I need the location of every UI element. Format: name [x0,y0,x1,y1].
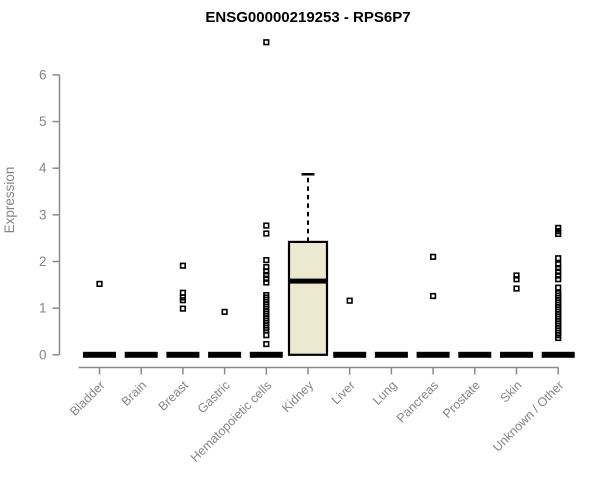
outlier-point [179,305,187,312]
outlier-point [263,39,270,46]
zero-expression-bar [333,351,367,358]
outlier-point [263,257,270,264]
boxplot-box [124,351,158,358]
outlier-point [263,230,270,237]
zero-expression-bar [500,351,533,358]
y-tick-label: 1 [39,301,47,316]
boxplot-box [500,272,533,358]
median-line [289,278,327,284]
outlier-point [555,230,562,238]
outlier-point [555,284,562,291]
outlier-point [263,332,270,339]
outlier-point [263,275,270,282]
boxplot-box [541,224,575,358]
outlier-point [513,276,520,283]
chart-title: ENSG00000219253 - RPS6P7 [205,9,410,26]
outlier-point [555,268,562,275]
y-tick-label: 0 [39,347,47,362]
x-tick-label: Skin [498,378,525,405]
boxplot-box [166,262,200,358]
x-tick-label: Liver [329,378,358,407]
zero-expression-bar [416,351,450,358]
boxplot-box [333,297,367,358]
boxplot-box [208,308,242,358]
zero-expression-bar [208,351,242,358]
y-tick-label: 3 [39,207,47,222]
outlier-point [555,272,562,279]
boxplot-series [83,39,575,358]
zero-expression-bar [458,351,492,358]
outlier-point [263,268,270,275]
outlier-point [221,308,228,315]
boxplot-box [83,280,116,358]
outlier-point [555,261,562,268]
x-tick-label: Breast [156,378,192,414]
zero-expression-bar [541,351,575,358]
x-tick-label: Prostate [440,378,483,421]
outlier-point [263,279,270,286]
x-tick-label: Kidney [279,378,316,415]
outlier-point [555,224,562,232]
boxplot-box [249,39,283,358]
x-tick-label: Brain [119,378,150,409]
outlier-point [513,272,520,279]
outlier-point [346,297,353,304]
x-tick-label: Gastric [195,378,233,416]
y-axis: 0 1 2 3 4 5 6 [39,67,61,362]
zero-expression-bar [124,351,158,358]
y-tick-label: 2 [39,254,47,269]
outlier-point [555,276,562,283]
outlier-point [429,292,437,300]
outlier-point [513,285,520,292]
zero-expression-bar [166,351,200,358]
zero-expression-bar [374,351,408,358]
outlier-point [555,255,562,262]
zero-expression-bar [249,351,283,358]
outlier-point [179,262,187,269]
zero-expression-bar [83,351,116,358]
x-tick-label: Hematopoietic cells [188,378,275,465]
outlier-point [555,334,562,342]
outlier-point [429,253,437,260]
x-tick-label: Pancreas [394,378,441,425]
outlier-point [179,297,187,304]
y-tick-label: 6 [39,67,47,82]
box-body [287,240,329,356]
outlier-point [263,340,270,348]
boxplot-box [287,173,329,356]
y-tick-label: 5 [39,114,47,129]
x-tick-label: Lung [370,378,400,408]
boxplot-box [416,253,450,358]
y-axis-label: Expression [2,167,17,234]
outlier-point [263,271,270,279]
x-tick-label: Unknown / Other [490,378,566,454]
x-tick-label: Bladder [67,378,107,418]
outlier-point [263,222,270,229]
outlier-point [96,280,103,287]
outlier-point [555,264,562,272]
boxplot-box [458,351,492,358]
boxplot-box [374,351,408,358]
y-tick-label: 4 [39,161,47,176]
